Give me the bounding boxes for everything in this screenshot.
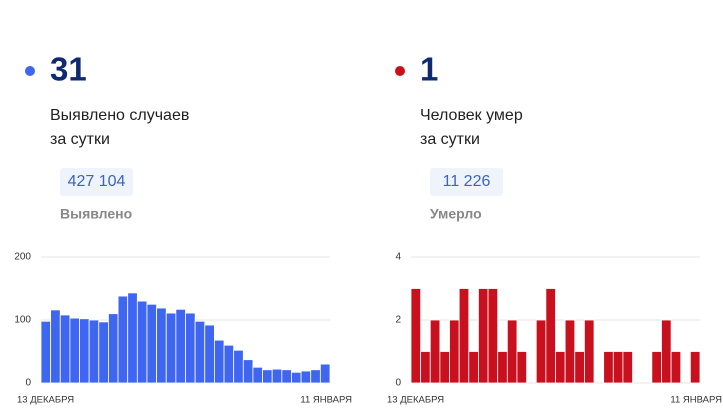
bar: [271, 368, 283, 384]
bar: [319, 363, 331, 384]
bar: [108, 313, 119, 384]
bar: [545, 288, 556, 384]
headline-number: 31: [50, 51, 87, 88]
bar: [468, 351, 479, 384]
bar: [622, 351, 633, 384]
bar: [281, 369, 292, 384]
status-dot: [395, 66, 405, 76]
bar: [439, 351, 450, 384]
bar: [50, 309, 61, 384]
bar: [146, 303, 157, 384]
bar: [204, 324, 215, 384]
bar: [651, 351, 662, 384]
y-tick-label: 4: [395, 252, 401, 263]
status-dot: [25, 66, 35, 76]
bar: [516, 351, 528, 384]
bar: [487, 288, 499, 384]
bar: [117, 295, 129, 384]
x-tick-label: 11 ЯНВАРЯ: [300, 395, 352, 406]
bar: [410, 288, 422, 384]
bar: [478, 288, 489, 384]
bar: [661, 319, 672, 384]
subtitle: Человек умер: [420, 107, 523, 124]
total-value: 427 104: [68, 173, 126, 190]
y-tick-label: 100: [14, 315, 31, 326]
bar: [584, 319, 595, 384]
bar: [165, 312, 177, 384]
bar: [291, 371, 302, 384]
bar: [300, 370, 312, 384]
bar: [497, 351, 508, 384]
total-value: 11 226: [443, 173, 491, 190]
bar: [252, 366, 263, 384]
bar: [310, 369, 321, 384]
bar: [506, 319, 518, 384]
subtitle: за сутки: [420, 131, 480, 148]
bar: [429, 319, 441, 384]
total-box: [430, 168, 503, 196]
bar: [555, 351, 566, 384]
total-box: [60, 168, 133, 196]
headline-number: 1: [420, 51, 438, 88]
bar: [127, 292, 138, 384]
bar: [40, 320, 52, 384]
bar: [612, 351, 624, 384]
y-tick-label: 2: [395, 315, 401, 326]
bar: [185, 312, 196, 384]
bar: [670, 351, 682, 384]
y-tick-label: 0: [25, 378, 31, 389]
total-label: Умерло: [430, 206, 482, 222]
bar: [156, 307, 167, 384]
bar: [59, 314, 71, 384]
bar: [449, 319, 460, 384]
subtitle: за сутки: [50, 131, 110, 148]
bar: [574, 351, 585, 384]
bar: [79, 318, 90, 384]
bar: [194, 320, 206, 384]
bar: [88, 319, 100, 384]
x-tick-label: 13 ДЕКАБРЯ: [17, 395, 74, 406]
y-tick-label: 0: [395, 378, 401, 389]
subtitle: Выявлено случаев: [50, 107, 189, 124]
bar: [136, 300, 148, 384]
bar: [223, 344, 235, 384]
x-tick-label: 13 ДЕКАБРЯ: [387, 395, 444, 406]
bar: [69, 317, 80, 384]
bar: [242, 359, 254, 384]
bar: [564, 319, 576, 384]
bar: [603, 351, 614, 384]
bar: [420, 351, 431, 384]
bar: [213, 339, 225, 384]
bar: [98, 321, 109, 384]
bar: [262, 369, 273, 384]
bar: [233, 349, 244, 384]
bar: [689, 351, 701, 384]
bar: [535, 319, 547, 384]
bar: [175, 308, 186, 384]
y-tick-label: 200: [14, 252, 31, 263]
total-label: Выявлено: [60, 206, 132, 222]
bar: [458, 288, 470, 384]
x-tick-label: 11 ЯНВАРЯ: [670, 395, 722, 406]
